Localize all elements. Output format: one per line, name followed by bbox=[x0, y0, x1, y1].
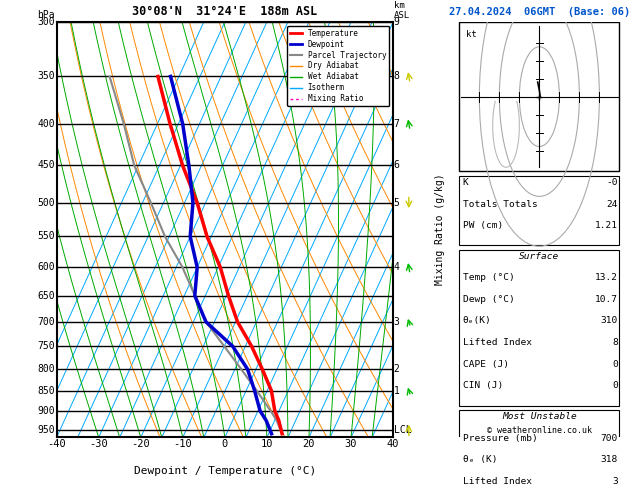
Text: 8: 8 bbox=[612, 338, 618, 347]
Text: 3: 3 bbox=[612, 477, 618, 486]
Text: 650: 650 bbox=[37, 291, 55, 301]
Text: 550: 550 bbox=[37, 231, 55, 242]
Text: 6: 6 bbox=[394, 160, 399, 171]
Text: Lifted Index: Lifted Index bbox=[463, 477, 532, 486]
Text: 13.2: 13.2 bbox=[594, 273, 618, 282]
Text: Mixing Ratio (g/kg): Mixing Ratio (g/kg) bbox=[435, 174, 445, 285]
Text: 2: 2 bbox=[394, 364, 399, 374]
Bar bbox=[459, 410, 620, 486]
Text: CAPE (J): CAPE (J) bbox=[463, 360, 509, 369]
Text: Dewpoint / Temperature (°C): Dewpoint / Temperature (°C) bbox=[134, 467, 316, 476]
Text: 0: 0 bbox=[612, 382, 618, 390]
Text: hPa: hPa bbox=[37, 10, 55, 20]
Text: CIN (J): CIN (J) bbox=[463, 382, 503, 390]
Text: 300: 300 bbox=[37, 17, 55, 27]
Text: 10: 10 bbox=[260, 439, 273, 450]
Text: kt: kt bbox=[466, 30, 477, 39]
Text: © weatheronline.co.uk: © weatheronline.co.uk bbox=[487, 426, 592, 435]
Text: Most Unstable: Most Unstable bbox=[502, 412, 577, 421]
Text: -10: -10 bbox=[174, 439, 192, 450]
Text: 20: 20 bbox=[303, 439, 315, 450]
Text: -40: -40 bbox=[47, 439, 66, 450]
Text: 1.21: 1.21 bbox=[594, 221, 618, 230]
Text: Temp (°C): Temp (°C) bbox=[463, 273, 515, 282]
Text: 310: 310 bbox=[601, 316, 618, 326]
Text: LCL: LCL bbox=[394, 425, 411, 435]
Text: 0: 0 bbox=[612, 360, 618, 369]
Text: 40: 40 bbox=[387, 439, 399, 450]
Text: Pressure (mb): Pressure (mb) bbox=[463, 434, 537, 443]
Text: 30: 30 bbox=[345, 439, 357, 450]
Bar bbox=[459, 250, 620, 406]
Text: 318: 318 bbox=[601, 455, 618, 464]
Text: 800: 800 bbox=[37, 364, 55, 374]
Text: 750: 750 bbox=[37, 341, 55, 351]
Text: 950: 950 bbox=[37, 425, 55, 435]
Text: 9: 9 bbox=[394, 17, 399, 27]
Text: -20: -20 bbox=[131, 439, 150, 450]
Text: 400: 400 bbox=[37, 119, 55, 129]
Text: 450: 450 bbox=[37, 160, 55, 171]
Text: Lifted Index: Lifted Index bbox=[463, 338, 532, 347]
Text: -30: -30 bbox=[89, 439, 108, 450]
Text: 7: 7 bbox=[394, 119, 399, 129]
Text: Dewp (°C): Dewp (°C) bbox=[463, 295, 515, 304]
Text: 8: 8 bbox=[394, 71, 399, 82]
Text: θₑ (K): θₑ (K) bbox=[463, 455, 497, 464]
Text: 700: 700 bbox=[37, 317, 55, 327]
Text: 1: 1 bbox=[394, 385, 399, 396]
Text: 5: 5 bbox=[394, 198, 399, 208]
Text: 10.7: 10.7 bbox=[594, 295, 618, 304]
Text: 900: 900 bbox=[37, 406, 55, 416]
Text: K: K bbox=[463, 178, 469, 187]
Text: 27.04.2024  06GMT  (Base: 06): 27.04.2024 06GMT (Base: 06) bbox=[448, 7, 629, 17]
Text: PW (cm): PW (cm) bbox=[463, 221, 503, 230]
Text: -0: -0 bbox=[606, 178, 618, 187]
Text: 500: 500 bbox=[37, 198, 55, 208]
Bar bbox=[459, 175, 620, 245]
Text: 600: 600 bbox=[37, 262, 55, 272]
Text: Surface: Surface bbox=[520, 252, 559, 260]
Text: θₑ(K): θₑ(K) bbox=[463, 316, 491, 326]
Text: 350: 350 bbox=[37, 71, 55, 82]
Text: 0: 0 bbox=[222, 439, 228, 450]
Bar bbox=[459, 22, 620, 172]
Text: 24: 24 bbox=[606, 200, 618, 208]
Text: 30°08'N  31°24'E  188m ASL: 30°08'N 31°24'E 188m ASL bbox=[132, 5, 318, 17]
Text: 850: 850 bbox=[37, 385, 55, 396]
Text: 4: 4 bbox=[394, 262, 399, 272]
Text: 700: 700 bbox=[601, 434, 618, 443]
Legend: Temperature, Dewpoint, Parcel Trajectory, Dry Adiabat, Wet Adiabat, Isotherm, Mi: Temperature, Dewpoint, Parcel Trajectory… bbox=[287, 26, 389, 106]
Text: 3: 3 bbox=[394, 317, 399, 327]
Text: km
ASL: km ASL bbox=[394, 1, 410, 20]
Text: Totals Totals: Totals Totals bbox=[463, 200, 537, 208]
